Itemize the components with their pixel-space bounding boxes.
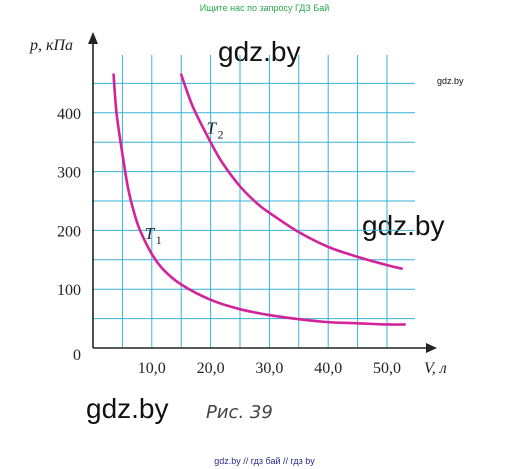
y-axis-arrow: [88, 32, 98, 44]
curve-label-t1: T: [145, 224, 156, 243]
watermark-center: gdz.by: [218, 36, 301, 67]
curve-label-subscript-t1: 1: [156, 233, 162, 247]
y-tick-label: 200: [57, 223, 81, 240]
y-tick-label: 300: [57, 165, 81, 182]
search-hint-text: Ищите нас по запросу ГДЗ Бай: [199, 3, 330, 13]
y-axis-label: p, кПа: [29, 37, 73, 54]
footer-text: gdz.by // гдз бай // гдз by: [214, 456, 315, 466]
curve-label-t2: T: [206, 118, 217, 137]
figure-caption: Рис. 39: [206, 402, 273, 423]
x-axis-arrow: [426, 343, 437, 353]
watermark-bottom-left: gdz.by: [86, 393, 169, 424]
watermark-right-small: gdz.by: [437, 76, 464, 86]
x-axis-label: V, л: [424, 360, 447, 377]
x-tick-label: 30,0: [255, 360, 283, 377]
y-tick-label: 100: [57, 282, 81, 299]
x-tick-label: 40,0: [314, 360, 342, 377]
origin-label: 0: [73, 347, 81, 364]
watermark-right-big: gdz.by: [362, 210, 445, 241]
x-tick-label: 20,0: [197, 360, 225, 377]
y-tick-label: 400: [57, 106, 81, 123]
curve-label-subscript-t2: 2: [217, 127, 223, 141]
x-tick-label: 50,0: [373, 360, 401, 377]
isotherm-curve-t1: [112, 73, 406, 326]
x-tick-label: 10,0: [138, 360, 166, 377]
isotherm-curve-t2: [179, 73, 403, 270]
